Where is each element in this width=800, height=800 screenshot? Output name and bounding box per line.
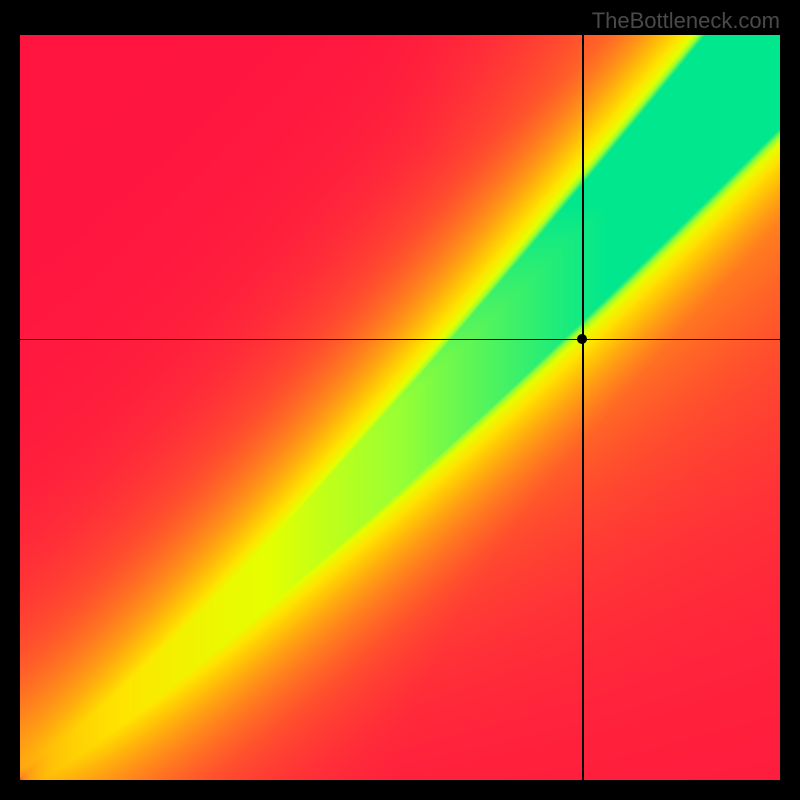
- crosshair-vertical: [582, 35, 584, 780]
- heatmap-canvas: [20, 35, 780, 780]
- crosshair-horizontal: [20, 339, 780, 341]
- heatmap-chart: [20, 35, 780, 780]
- crosshair-marker: [577, 334, 587, 344]
- watermark-text: TheBottleneck.com: [592, 8, 780, 34]
